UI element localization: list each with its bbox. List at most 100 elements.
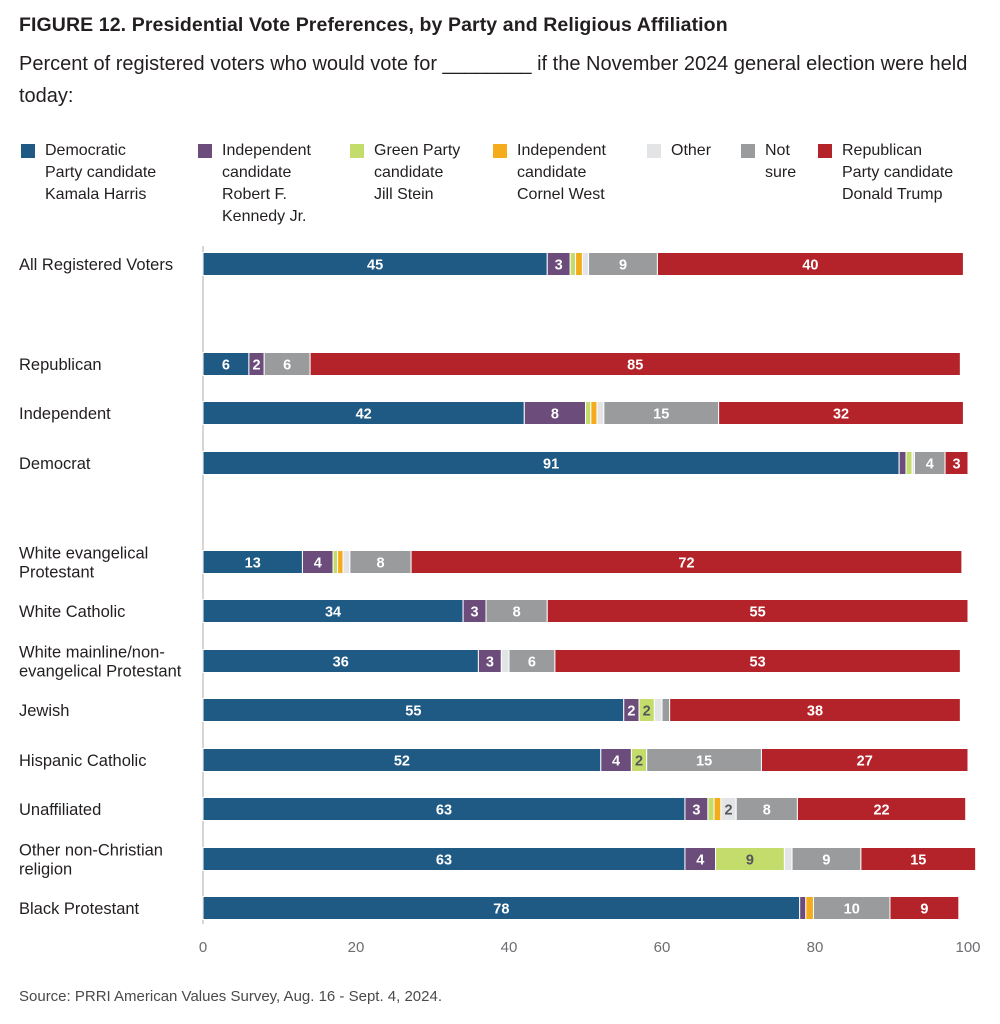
- category-label: Independent: [19, 405, 111, 423]
- category-label-line: Independent: [19, 405, 111, 423]
- bar-segment: [799, 896, 807, 920]
- category-label: Hispanic Catholic: [19, 752, 146, 770]
- category-label-line: White evangelical: [19, 545, 148, 563]
- data-label: 4: [696, 853, 704, 869]
- x-tick-label: 0: [199, 939, 207, 956]
- data-label: 15: [696, 754, 712, 770]
- data-label: 15: [653, 407, 669, 423]
- legend-item: Green Party candidate Jill Stein: [350, 140, 460, 206]
- data-label: 55: [750, 605, 766, 621]
- x-tick-label: 80: [807, 939, 824, 956]
- category-label-line: Republican: [19, 356, 102, 374]
- data-label: 63: [436, 803, 452, 819]
- bar-segment: [332, 550, 339, 574]
- legend-item: Republican Party candidate Donald Trump: [818, 140, 953, 206]
- x-tick-label: 60: [654, 939, 671, 956]
- category-label: Unaffiliated: [19, 801, 101, 819]
- data-label: 6: [283, 358, 291, 374]
- category-label: Jewish: [19, 702, 69, 720]
- category-label-line: Unaffiliated: [19, 801, 101, 819]
- category-label: Republican: [19, 356, 102, 374]
- bar-segment: [596, 401, 605, 425]
- data-label: 85: [627, 358, 643, 374]
- data-label: 2: [627, 704, 635, 720]
- legend-item: Not sure: [741, 140, 796, 184]
- category-label: All Registered Voters: [19, 256, 173, 274]
- legend-label: Green Party candidate Jill Stein: [374, 142, 461, 203]
- bar-segment: [554, 649, 961, 673]
- category-label: White Catholic: [19, 603, 125, 621]
- data-label: 6: [528, 655, 536, 671]
- data-label: 42: [356, 407, 372, 423]
- category-label-line: Hispanic Catholic: [19, 752, 146, 770]
- bar-segment: [944, 451, 969, 475]
- bar-segment: [342, 550, 351, 574]
- data-label: 6: [222, 358, 230, 374]
- category-label: White evangelical Protestant: [19, 545, 148, 582]
- bar-segment: [898, 451, 907, 475]
- data-label: 9: [822, 853, 830, 869]
- legend-item: Other: [647, 140, 711, 162]
- data-label: 3: [692, 803, 700, 819]
- data-label: 55: [405, 704, 421, 720]
- legend-label: Not sure: [765, 142, 797, 181]
- data-label: 9: [920, 902, 928, 918]
- x-tick-label: 100: [955, 939, 980, 956]
- data-label: 27: [857, 754, 873, 770]
- category-label: Black Protestant: [19, 900, 140, 918]
- bar-segment: [653, 698, 663, 722]
- figure-subtitle: Percent of registered voters who would v…: [19, 53, 968, 107]
- source-note: Source: PRRI American Values Survey, Aug…: [19, 988, 443, 1005]
- bar-segment: [718, 401, 964, 425]
- chart-legend: Democratic Party candidate Kamala Harris…: [21, 140, 981, 230]
- category-label: Democrat: [19, 455, 91, 473]
- legend-swatch: [21, 144, 35, 158]
- bar-segment: [905, 451, 913, 475]
- data-label: 36: [333, 655, 349, 671]
- bar-segment: [760, 748, 969, 772]
- figure-title: FIGURE 12. Presidential Vote Preferences…: [19, 14, 728, 36]
- category-label-line: White Catholic: [19, 603, 125, 621]
- data-label: 15: [910, 853, 926, 869]
- legend-swatch: [647, 144, 661, 158]
- bar-segment: [860, 847, 977, 871]
- bar-segment: [309, 352, 961, 376]
- legend-label: Independent candidate Cornel West: [517, 142, 606, 203]
- bar-segment: [805, 896, 814, 920]
- data-label: 4: [612, 754, 620, 770]
- category-label: Other non-Christian religion: [19, 842, 163, 879]
- data-label: 91: [543, 457, 559, 473]
- bar-segment: [575, 252, 583, 276]
- data-label: 52: [394, 754, 410, 770]
- category-label-line: Democrat: [19, 455, 91, 473]
- data-label: 63: [436, 853, 452, 869]
- data-label: 38: [807, 704, 823, 720]
- bar-segment: [783, 847, 793, 871]
- data-label: 53: [750, 655, 766, 671]
- data-label: 2: [253, 358, 261, 374]
- bar-segment: [581, 252, 590, 276]
- bar-segment: [656, 252, 964, 276]
- data-label: 8: [551, 407, 559, 423]
- category-label-line: Jewish: [19, 702, 69, 720]
- bar-segment: [707, 797, 715, 821]
- x-tick-label: 20: [348, 939, 365, 956]
- data-label: 10: [844, 902, 860, 918]
- category-label-line: All Registered Voters: [19, 256, 173, 274]
- bar-segment: [661, 698, 671, 722]
- bar-segment: [500, 649, 510, 673]
- bar-segment: [585, 401, 592, 425]
- data-label: 3: [555, 258, 563, 274]
- legend-label: Democratic Party candidate Kamala Harris: [45, 142, 157, 203]
- legend-label: Independent candidate Robert F. Kennedy …: [222, 142, 311, 225]
- data-label: 78: [493, 902, 509, 918]
- legend-item: Independent candidate Robert F. Kennedy …: [198, 140, 311, 228]
- bar-segment: [546, 599, 969, 623]
- data-label: 9: [619, 258, 627, 274]
- category-label-line: Black Protestant: [19, 900, 140, 918]
- bar-segment: [669, 698, 961, 722]
- category-label: White mainline/non-evangelical Protestan…: [19, 644, 182, 681]
- category-label-line: Other non-Christian: [19, 842, 163, 860]
- data-label: 4: [314, 556, 322, 572]
- legend-item: Democratic Party candidate Kamala Harris: [21, 140, 156, 206]
